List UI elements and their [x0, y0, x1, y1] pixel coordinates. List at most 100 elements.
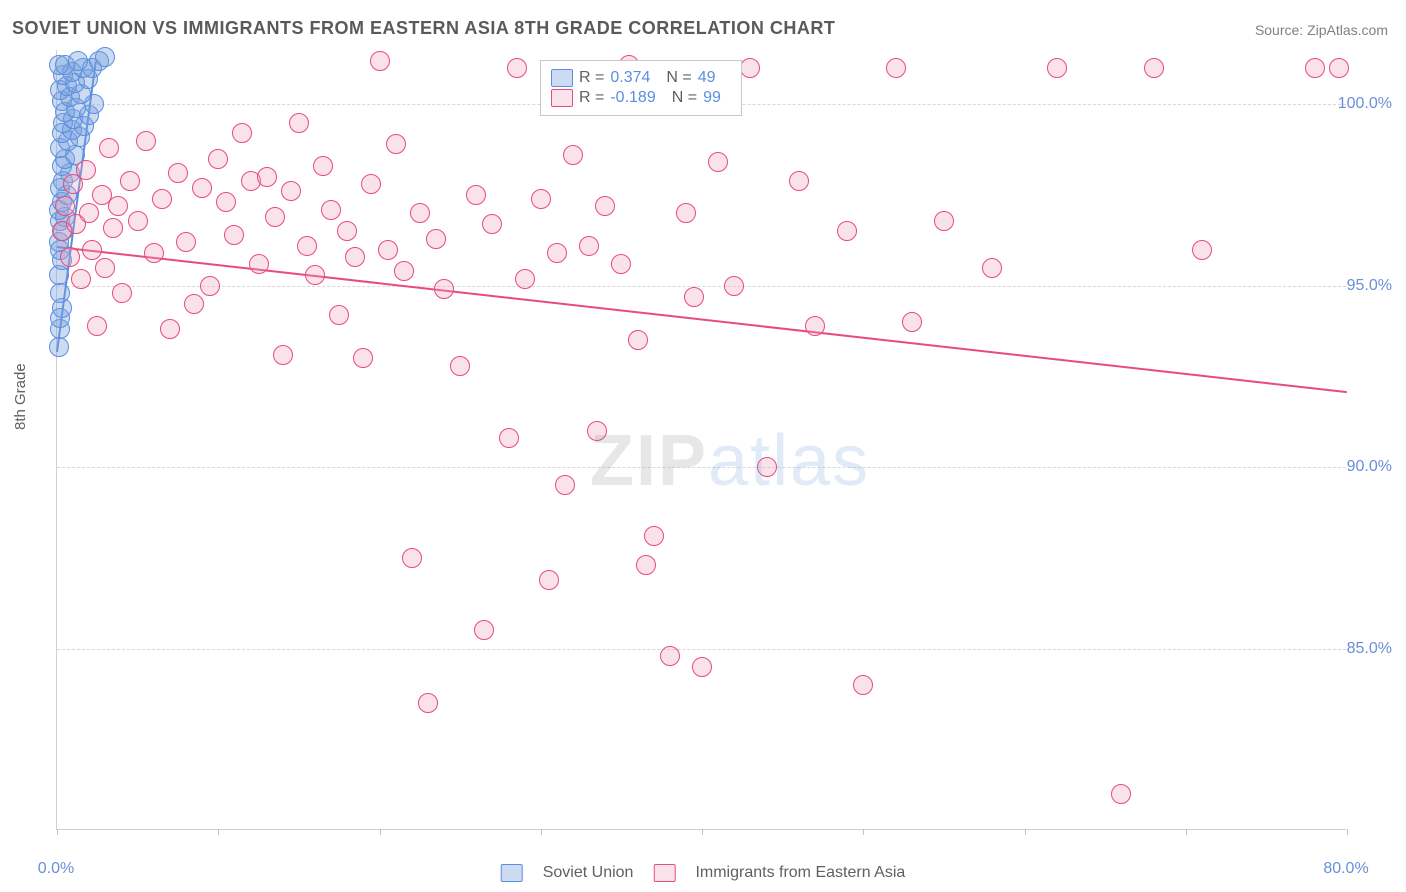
x-tick — [1347, 829, 1348, 835]
data-point-easternAsia — [378, 240, 398, 260]
data-point-easternAsia — [281, 181, 301, 201]
data-point-easternAsia — [108, 196, 128, 216]
data-point-easternAsia — [184, 294, 204, 314]
data-point-easternAsia — [434, 279, 454, 299]
data-point-easternAsia — [95, 258, 115, 278]
data-point-easternAsia — [1305, 58, 1325, 78]
correlation-stats: R =0.374N =49R =-0.189N =99 — [540, 60, 742, 116]
y-tick-label: 95.0% — [1347, 277, 1392, 295]
data-point-easternAsia — [982, 258, 1002, 278]
stats-row-easternAsia: R =-0.189N =99 — [551, 89, 731, 107]
data-point-easternAsia — [321, 200, 341, 220]
data-point-easternAsia — [345, 247, 365, 267]
data-point-easternAsia — [740, 58, 760, 78]
x-tick — [702, 829, 703, 835]
legend-swatch-soviet — [551, 69, 573, 87]
data-point-easternAsia — [200, 276, 220, 296]
data-point-easternAsia — [313, 156, 333, 176]
data-point-easternAsia — [79, 203, 99, 223]
gridline — [57, 286, 1346, 287]
data-point-easternAsia — [579, 236, 599, 256]
data-point-easternAsia — [644, 526, 664, 546]
plot-area — [56, 50, 1346, 830]
data-point-easternAsia — [386, 134, 406, 154]
data-point-easternAsia — [82, 240, 102, 260]
data-point-easternAsia — [152, 189, 172, 209]
data-point-easternAsia — [482, 214, 502, 234]
data-point-easternAsia — [208, 149, 228, 169]
data-point-easternAsia — [144, 243, 164, 263]
data-point-easternAsia — [587, 421, 607, 441]
data-point-easternAsia — [353, 348, 373, 368]
data-point-easternAsia — [120, 171, 140, 191]
n-value-soviet: 49 — [698, 69, 716, 87]
data-point-easternAsia — [757, 457, 777, 477]
data-point-easternAsia — [531, 189, 551, 209]
data-point-easternAsia — [515, 269, 535, 289]
data-point-easternAsia — [563, 145, 583, 165]
legend-label-easternAsia: Immigrants from Eastern Asia — [695, 864, 905, 882]
x-tick-label: 80.0% — [1323, 860, 1368, 878]
data-point-soviet — [49, 337, 69, 357]
data-point-easternAsia — [676, 203, 696, 223]
gridline — [57, 467, 1346, 468]
gridline — [57, 649, 1346, 650]
data-point-easternAsia — [76, 160, 96, 180]
data-point-easternAsia — [305, 265, 325, 285]
data-point-easternAsia — [192, 178, 212, 198]
x-tick — [1025, 829, 1026, 835]
legend-swatch-easternAsia — [653, 864, 675, 882]
data-point-easternAsia — [636, 555, 656, 575]
data-point-easternAsia — [805, 316, 825, 336]
data-point-easternAsia — [265, 207, 285, 227]
x-tick — [57, 829, 58, 835]
stats-row-soviet: R =0.374N =49 — [551, 69, 731, 87]
data-point-easternAsia — [1192, 240, 1212, 260]
x-tick — [1186, 829, 1187, 835]
data-point-easternAsia — [176, 232, 196, 252]
data-point-easternAsia — [370, 51, 390, 71]
data-point-easternAsia — [555, 475, 575, 495]
data-point-soviet — [68, 51, 88, 71]
data-point-easternAsia — [418, 693, 438, 713]
y-axis-label: 8th Grade — [12, 363, 29, 430]
data-point-easternAsia — [547, 243, 567, 263]
data-point-easternAsia — [595, 196, 615, 216]
data-point-easternAsia — [1329, 58, 1349, 78]
y-tick-label: 100.0% — [1338, 95, 1392, 113]
n-label: N = — [666, 69, 691, 87]
data-point-easternAsia — [474, 620, 494, 640]
data-point-easternAsia — [103, 218, 123, 238]
data-point-easternAsia — [499, 428, 519, 448]
data-point-easternAsia — [257, 167, 277, 187]
data-point-easternAsia — [128, 211, 148, 231]
source-label: Source: ZipAtlas.com — [1255, 22, 1388, 38]
data-point-easternAsia — [692, 657, 712, 677]
data-point-easternAsia — [466, 185, 486, 205]
data-point-easternAsia — [273, 345, 293, 365]
data-point-easternAsia — [168, 163, 188, 183]
data-point-easternAsia — [329, 305, 349, 325]
series-legend: Soviet Union Immigrants from Eastern Asia — [501, 864, 906, 882]
data-point-easternAsia — [216, 192, 236, 212]
r-value-easternAsia: -0.189 — [610, 89, 655, 107]
legend-swatch-easternAsia — [551, 89, 573, 107]
y-tick-label: 85.0% — [1347, 640, 1392, 658]
n-label: N = — [672, 89, 697, 107]
data-point-easternAsia — [684, 287, 704, 307]
chart-title: SOVIET UNION VS IMMIGRANTS FROM EASTERN … — [12, 18, 835, 39]
data-point-easternAsia — [60, 247, 80, 267]
r-label: R = — [579, 69, 604, 87]
data-point-easternAsia — [232, 123, 252, 143]
data-point-easternAsia — [611, 254, 631, 274]
legend-label-soviet: Soviet Union — [543, 864, 634, 882]
data-point-easternAsia — [410, 203, 430, 223]
n-value-easternAsia: 99 — [703, 89, 721, 107]
data-point-easternAsia — [934, 211, 954, 231]
data-point-easternAsia — [426, 229, 446, 249]
data-point-easternAsia — [99, 138, 119, 158]
plot-container — [56, 50, 1346, 830]
data-point-easternAsia — [789, 171, 809, 191]
data-point-easternAsia — [249, 254, 269, 274]
data-point-easternAsia — [337, 221, 357, 241]
